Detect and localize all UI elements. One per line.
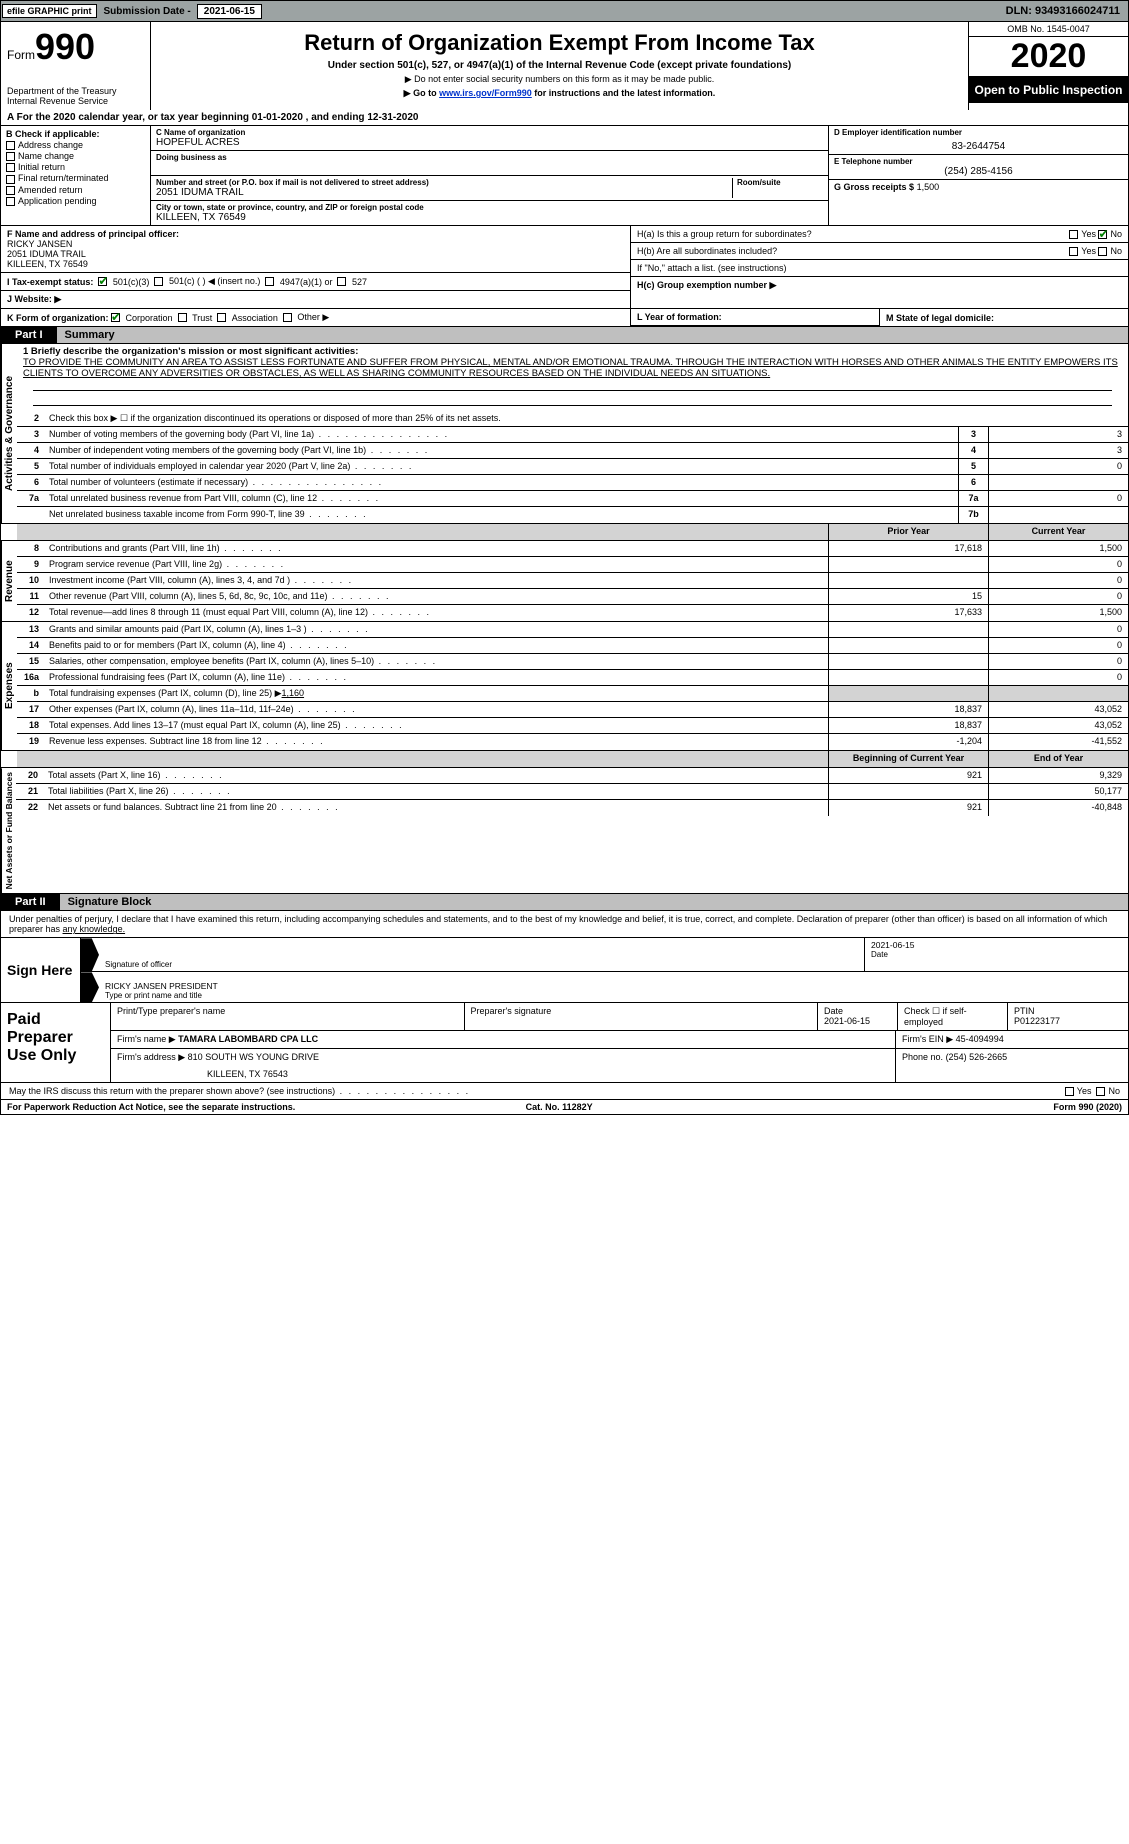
firm-name: TAMARA LABOMBARD CPA LLC xyxy=(178,1034,318,1044)
paid-preparer-label: Paid Preparer Use Only xyxy=(1,1003,111,1082)
page-footer: For Paperwork Reduction Act Notice, see … xyxy=(0,1100,1129,1115)
efile-badge: efile GRAPHIC print xyxy=(2,4,97,18)
group-return-no[interactable] xyxy=(1098,230,1107,239)
table-row: 8Contributions and grants (Part VIII, li… xyxy=(17,541,1128,557)
527-checkbox[interactable] xyxy=(337,277,346,286)
dln: DLN: 93493166024711 xyxy=(1006,5,1128,17)
table-row: 9Program service revenue (Part VIII, lin… xyxy=(17,557,1128,573)
table-row: 17Other expenses (Part IX, column (A), l… xyxy=(17,702,1128,718)
year-columns-header: X Prior Year Current Year xyxy=(0,524,1129,541)
tax-year: 2020 xyxy=(969,37,1128,77)
table-row: 18Total expenses. Add lines 13–17 (must … xyxy=(17,718,1128,734)
ein: 83-2644754 xyxy=(834,141,1123,152)
sig-date: 2021-06-15 xyxy=(871,940,1122,950)
entity-block: B Check if applicable: Address change Na… xyxy=(0,126,1129,226)
gross-receipts: 1,500 xyxy=(917,182,940,192)
4947-checkbox[interactable] xyxy=(265,277,274,286)
expenses-section: Expenses 13Grants and similar amounts pa… xyxy=(0,622,1129,751)
501c-checkbox[interactable] xyxy=(154,277,163,286)
instructions-link[interactable]: www.irs.gov/Form990 xyxy=(439,88,532,98)
officer-typed-name: RICKY JANSEN PRESIDENT xyxy=(105,981,1122,991)
instructions-link-line: ▶ Go to www.irs.gov/Form990 for instruct… xyxy=(159,88,960,99)
netassets-section: Net Assets or Fund Balances 20Total asse… xyxy=(0,768,1129,894)
discuss-no[interactable] xyxy=(1096,1087,1105,1096)
table-row: 13Grants and similar amounts paid (Part … xyxy=(17,622,1128,638)
activities-governance: Activities & Governance 1 Briefly descri… xyxy=(0,344,1129,524)
table-row: bTotal fundraising expenses (Part IX, co… xyxy=(17,686,1128,702)
table-row: 19Revenue less expenses. Subtract line 1… xyxy=(17,734,1128,750)
form-title: Return of Organization Exempt From Incom… xyxy=(159,30,960,56)
org-name: HOPEFUL ACRES xyxy=(156,137,823,148)
form-number: Form990 xyxy=(7,26,144,68)
ptin: P01223177 xyxy=(1014,1016,1060,1026)
officer-name: RICKY JANSEN xyxy=(7,239,72,249)
part1-header: Part I Summary xyxy=(0,327,1129,344)
501c3-checkbox[interactable] xyxy=(98,277,107,286)
table-row: 20Total assets (Part X, line 16)9219,329 xyxy=(16,768,1128,784)
mission-text: TO PROVIDE THE COMMUNITY AN AREA TO ASSI… xyxy=(23,357,1122,379)
org-city: KILLEEN, TX 76549 xyxy=(156,212,823,223)
form-subtitle: Under section 501(c), 527, or 4947(a)(1)… xyxy=(159,60,960,71)
form-org-block: K Form of organization: Corporation Trus… xyxy=(0,309,1129,327)
table-row: 21Total liabilities (Part X, line 26)50,… xyxy=(16,784,1128,800)
netassets-header: X Beginning of Current Year End of Year xyxy=(0,751,1129,768)
table-row: 11Other revenue (Part VIII, column (A), … xyxy=(17,589,1128,605)
dept-treasury: Department of the Treasury xyxy=(7,86,144,96)
table-row: 12Total revenue—add lines 8 through 11 (… xyxy=(17,605,1128,621)
form-header: Form990 Department of the Treasury Inter… xyxy=(0,22,1129,110)
phone: (254) 285-4156 xyxy=(834,166,1123,177)
arrow-icon xyxy=(81,972,99,1002)
officer-status-block: F Name and address of principal officer:… xyxy=(0,226,1129,309)
top-bar: efile GRAPHIC print Submission Date - 20… xyxy=(0,0,1129,22)
firm-ein: 45-4094994 xyxy=(956,1034,1004,1044)
part2-header: Part II Signature Block xyxy=(0,894,1129,911)
signature-block: Under penalties of perjury, I declare th… xyxy=(0,911,1129,1100)
discuss-yes[interactable] xyxy=(1065,1087,1074,1096)
submission-date: 2021-06-15 xyxy=(197,4,262,19)
firm-phone: (254) 526-2665 xyxy=(946,1052,1008,1062)
arrow-icon xyxy=(81,938,99,971)
tax-period: A For the 2020 calendar year, or tax yea… xyxy=(0,110,1129,126)
table-row: 16aProfessional fundraising fees (Part I… xyxy=(17,670,1128,686)
revenue-section: Revenue 8Contributions and grants (Part … xyxy=(0,541,1129,622)
box-c: C Name of organization HOPEFUL ACRES Doi… xyxy=(151,126,828,225)
ssn-warning: ▶ Do not enter social security numbers o… xyxy=(159,74,960,85)
org-address: 2051 IDUMA TRAIL xyxy=(156,187,728,198)
irs-label: Internal Revenue Service xyxy=(7,96,144,106)
open-to-public: Open to Public Inspection xyxy=(969,77,1128,103)
table-row: 22Net assets or fund balances. Subtract … xyxy=(16,800,1128,816)
table-row: 15Salaries, other compensation, employee… xyxy=(17,654,1128,670)
sign-here-label: Sign Here xyxy=(1,938,81,1002)
box-b: B Check if applicable: Address change Na… xyxy=(1,126,151,225)
omb-number: OMB No. 1545-0047 xyxy=(969,22,1128,37)
submission-label: Submission Date - xyxy=(98,6,197,17)
corp-checkbox[interactable] xyxy=(111,313,120,322)
table-row: 10Investment income (Part VIII, column (… xyxy=(17,573,1128,589)
table-row: 14Benefits paid to or for members (Part … xyxy=(17,638,1128,654)
